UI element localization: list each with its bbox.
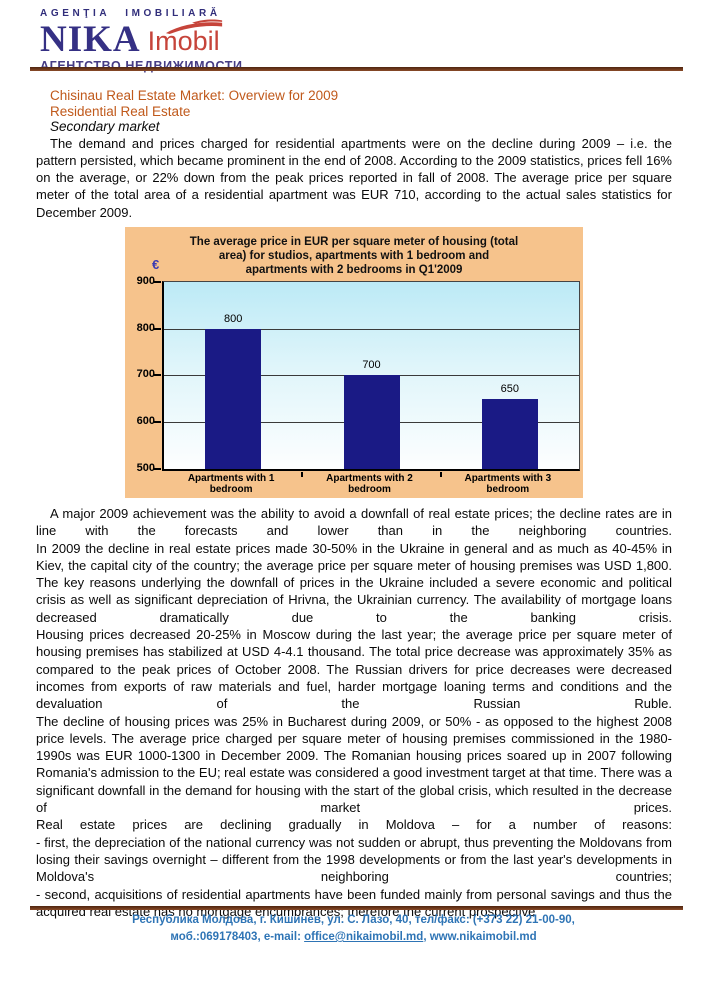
y-axis-tick-mark bbox=[154, 374, 161, 377]
body-paragraph: In 2009 the decline in real estate price… bbox=[36, 540, 672, 625]
body-paragraph: Real estate prices are declining gradual… bbox=[36, 817, 672, 833]
body-paragraph: A major 2009 achievement was the ability… bbox=[36, 505, 672, 539]
category-label: Apartments with 2 bedroom bbox=[326, 472, 413, 495]
email-link[interactable]: office@nikaimobil.md bbox=[304, 931, 424, 943]
intro-paragraph: The demand and prices charged for reside… bbox=[36, 135, 672, 220]
y-axis-tick-mark bbox=[154, 280, 161, 283]
body-paragraph: The decline of housing prices was 25% in… bbox=[36, 713, 672, 816]
y-axis-tick-mark bbox=[154, 421, 161, 424]
y-axis-tick-label: 600 bbox=[136, 415, 155, 428]
footer-contact: Республика Молдова, г. Кишинев, ул. С. Л… bbox=[0, 912, 707, 946]
euro-currency-label: € bbox=[152, 256, 160, 272]
company-header: AGENŢIA IMOBILIARĂ NIKA Imobil АГЕНТСТВО… bbox=[40, 8, 243, 73]
chart-y-axis: 500 600 700 800 900 bbox=[125, 275, 155, 474]
logo-brand-row: NIKA Imobil bbox=[40, 19, 243, 60]
chart-title: The average price in EUR per square mete… bbox=[189, 235, 519, 276]
logo-swoosh-icon bbox=[165, 19, 222, 34]
bar-value-label: 700 bbox=[362, 359, 381, 372]
chart-plot: 800 700 650 bbox=[154, 280, 580, 477]
header-divider bbox=[30, 67, 683, 71]
body-paragraphs: A major 2009 achievement was the ability… bbox=[36, 505, 672, 920]
bar bbox=[205, 328, 262, 469]
article-subtitle: Residential Real Estate bbox=[50, 103, 191, 119]
logo-brand-suffix: Imobil bbox=[147, 26, 220, 56]
body-paragraph: - first, the depreciation of the nationa… bbox=[36, 834, 672, 885]
y-axis-tick-label: 700 bbox=[136, 368, 155, 381]
y-axis-tick-label: 900 bbox=[136, 274, 155, 287]
x-axis-tick-mark bbox=[301, 471, 304, 477]
section-heading: Secondary market bbox=[50, 119, 160, 134]
footer-contacts-prefix: моб.:069178403, e-mail: bbox=[170, 931, 305, 943]
y-axis-tick-label: 800 bbox=[136, 321, 155, 334]
gridline bbox=[164, 328, 579, 330]
logo-brand-name: NIKA bbox=[40, 19, 141, 60]
footer-address-line: Республика Молдова, г. Кишинев, ул. С. Л… bbox=[132, 914, 575, 926]
footer-contacts-suffix: , www.nikaimobil.md bbox=[423, 931, 537, 943]
chart-x-axis-labels: Apartments with 1 bedroom Apartments with… bbox=[162, 473, 577, 495]
article-title: Chisinau Real Estate Market: Overview fo… bbox=[50, 88, 339, 103]
logo-tagline: AGENŢIA IMOBILIARĂ bbox=[40, 8, 221, 19]
footer-contacts-line: моб.:069178403, e-mail: office@nikaimobi… bbox=[0, 929, 707, 946]
x-axis-tick-mark bbox=[439, 471, 442, 477]
price-bar-chart: The average price in EUR per square mete… bbox=[125, 226, 583, 498]
y-axis-tick-label: 500 bbox=[136, 461, 155, 474]
bar bbox=[481, 398, 538, 469]
bar-value-label: 650 bbox=[500, 382, 519, 395]
y-axis-tick-mark bbox=[154, 327, 161, 330]
logo-brand-suffix-wrap: Imobil bbox=[147, 19, 222, 56]
category-label: Apartments with 3 bedroom bbox=[464, 472, 552, 495]
footer-divider bbox=[30, 906, 683, 910]
bar bbox=[343, 375, 400, 469]
body-paragraph: Housing prices decreased 20-25% in Mosco… bbox=[36, 627, 672, 712]
y-axis-tick-mark bbox=[154, 467, 161, 470]
category-label: Apartments with 1 bedroom bbox=[187, 472, 275, 495]
bar-value-label: 800 bbox=[223, 312, 243, 325]
article-body: Chisinau Real Estate Market: Overview fo… bbox=[36, 88, 672, 920]
